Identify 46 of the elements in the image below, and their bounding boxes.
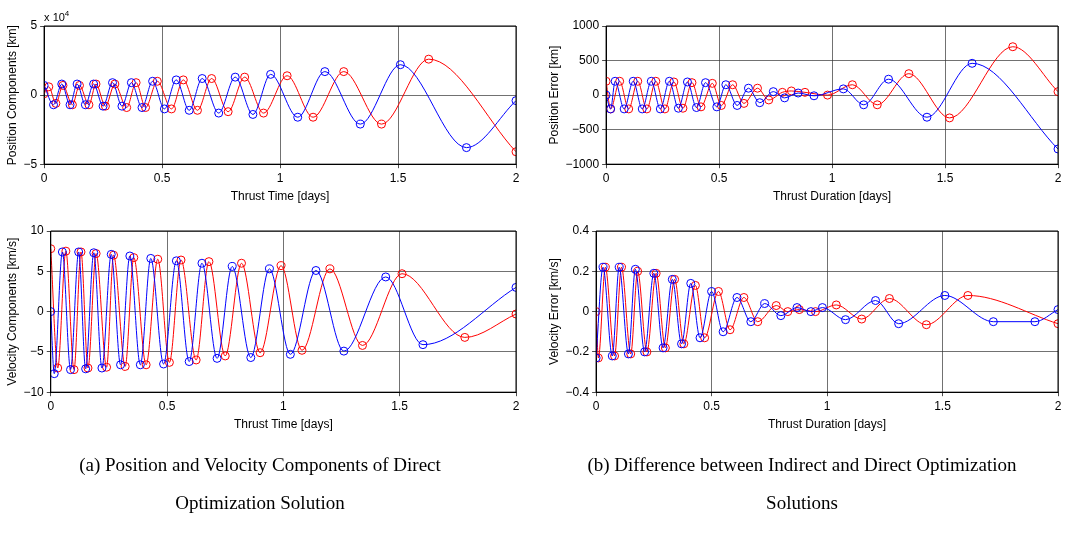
x-axis-title: Thrust Duration [days] [768, 417, 887, 432]
x-tick-label: 1 [276, 170, 284, 185]
x-tick-label: 0.5 [703, 398, 721, 413]
y-tick-label: 0 [592, 87, 600, 102]
y-tick-label: 5 [30, 18, 38, 33]
y-tick-label: −500 [572, 121, 600, 136]
y-tick-label: 0 [582, 303, 590, 318]
x-tick-label: 2 [1054, 170, 1062, 185]
x-tick-label: 1 [823, 398, 831, 413]
y-tick-label: 0 [37, 303, 45, 318]
y-tick-label: −5 [23, 156, 38, 171]
y-tick-label: −1000 [565, 156, 600, 171]
y-tick-label: 1000 [572, 18, 600, 33]
y-axis-title: Velocity Error [km/s] [546, 258, 561, 365]
y-tick-label: −10 [23, 384, 45, 399]
x-tick-label: 1 [280, 398, 288, 413]
y-tick-label: 10 [30, 223, 45, 238]
x-tick-label: 2 [1054, 398, 1062, 413]
x-tick-label: 0.5 [158, 398, 176, 413]
y-tick-label: −0.4 [565, 384, 590, 399]
x-tick-label: 1.5 [389, 170, 407, 185]
x-axis-title: Thrust Time [days] [230, 189, 330, 204]
y-tick-label: 0 [30, 87, 38, 102]
x-tick-label: 1 [828, 170, 836, 185]
y-tick-label: 5 [37, 263, 45, 278]
x-tick-label: 0.5 [153, 170, 171, 185]
x-tick-label: 0 [602, 170, 610, 185]
x-tick-label: 1.5 [936, 170, 954, 185]
x-tick-label: 2 [512, 398, 520, 413]
x-tick-label: 1.5 [934, 398, 952, 413]
y-axis-title: Position Error [km] [546, 45, 561, 145]
y-tick-label: 0.2 [572, 263, 590, 278]
y-tick-label: 0.4 [572, 223, 590, 238]
x-tick-label: 2 [512, 170, 520, 185]
x-tick-label: 0.5 [710, 170, 728, 185]
x-tick-label: 1.5 [391, 398, 409, 413]
y-axis-title: Velocity Components [km/s] [4, 237, 19, 386]
text: (a) Position and Velocity Components of Direct Optimization Solution [79, 453, 442, 513]
x-axis-title: Thrust Duration [days] [773, 189, 892, 204]
text: (b) Difference between Indirect and Direct Optimization Solutions [587, 453, 1018, 513]
y-axis-title: Position Components [km] [4, 25, 19, 166]
y-tick-label: −0.2 [565, 344, 590, 359]
y-tick-label: −5 [30, 344, 45, 359]
x-tick-label: 0 [47, 398, 55, 413]
x-axis-title: Thrust Time [days] [234, 417, 333, 432]
y-tick-label: 500 [579, 52, 600, 67]
